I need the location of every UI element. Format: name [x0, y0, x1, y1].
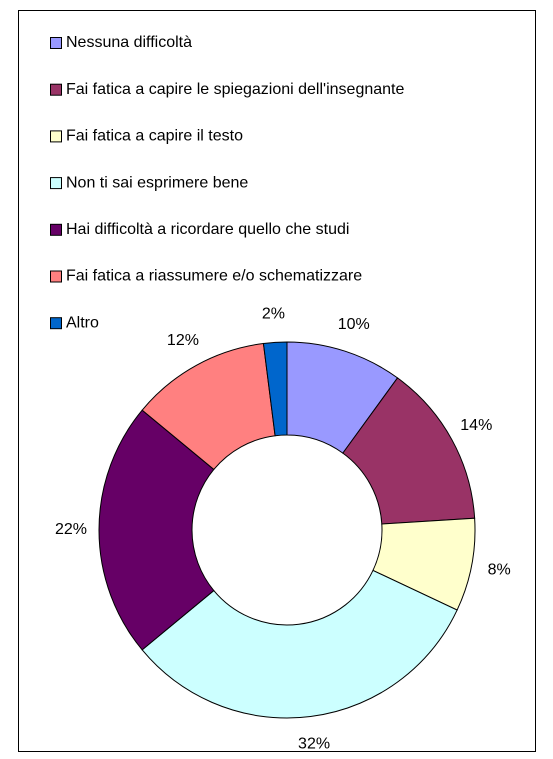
legend-swatch [50, 83, 62, 96]
legend-swatch [50, 223, 62, 236]
legend-label: Non ti sai esprimere bene [66, 174, 248, 191]
donut-segment [141, 569, 458, 719]
legend-swatch [50, 37, 62, 49]
legend-swatch [50, 317, 62, 330]
data-label: 8% [488, 562, 511, 579]
legend-swatch [50, 177, 62, 190]
legend-swatch [50, 130, 62, 143]
legend-label: Fai fatica a capire il testo [66, 128, 243, 145]
legend-swatch [50, 270, 62, 283]
legend-label: Altro [66, 314, 99, 331]
donut-segment [262, 341, 288, 437]
data-label: 22% [55, 521, 87, 538]
data-label: 2% [262, 306, 285, 323]
legend-label: Fai fatica a riassumere e/o schematizzar… [66, 268, 362, 285]
donut-segment [98, 409, 215, 651]
data-label: 10% [338, 316, 370, 333]
legend-label: Fai fatica a capire le spiegazioni dell'… [66, 81, 404, 98]
data-label: 32% [298, 736, 330, 753]
data-label: 12% [167, 332, 199, 349]
legend-label: Hai difficoltà a ricordare quello che st… [66, 221, 349, 238]
data-label: 14% [460, 417, 492, 434]
legend-label: Nessuna difficoltà [66, 34, 192, 51]
